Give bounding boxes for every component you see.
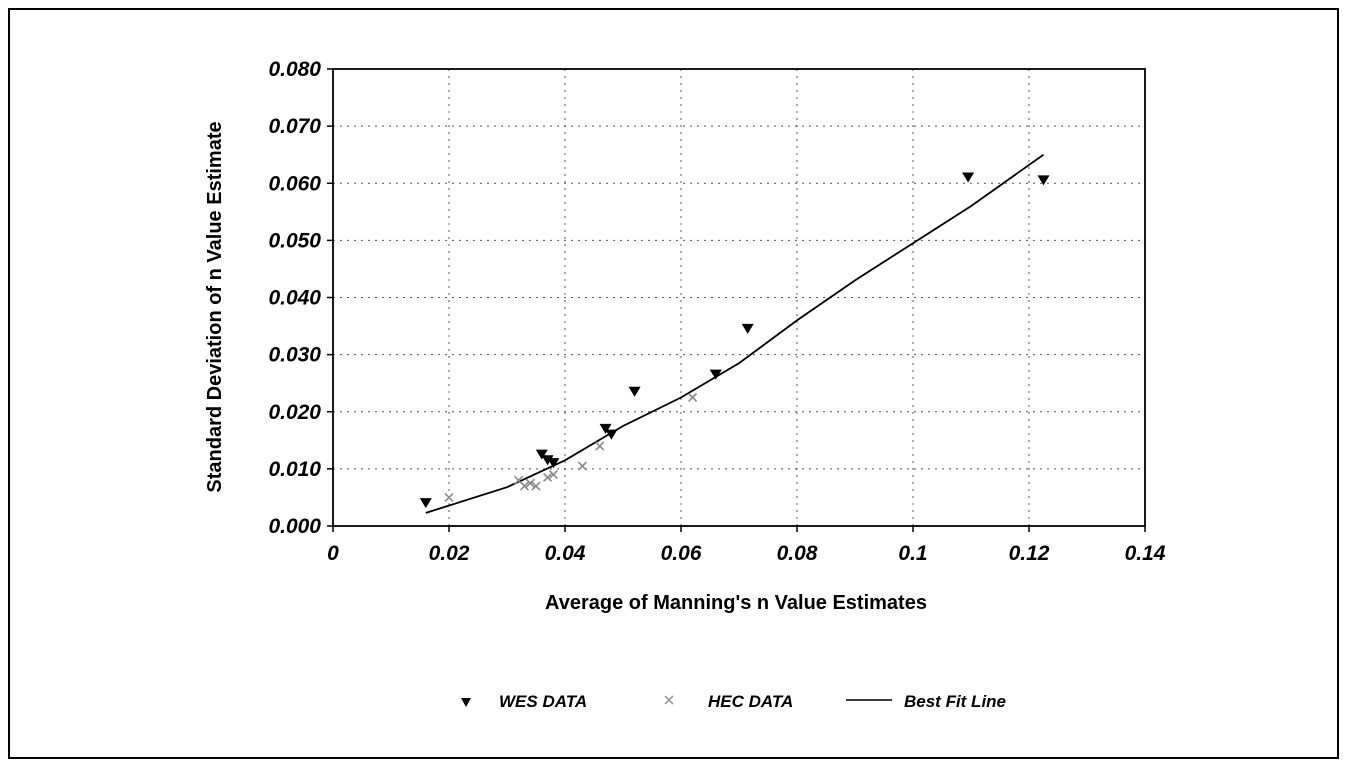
plot-area-border (332, 68, 1146, 527)
y-tick-label: 0.040 (268, 287, 321, 310)
grid (333, 69, 1145, 526)
legend-wes-label: WES DATA (499, 692, 587, 711)
wes-data-series (419, 172, 1050, 509)
legend-fit-label: Best Fit Line (904, 692, 1006, 711)
best-fit-line (425, 153, 1045, 514)
hec-data-point (595, 441, 605, 451)
x-tick-label: 0.04 (545, 542, 586, 565)
x-tick-label: 0.08 (777, 542, 818, 565)
y-axis-title: Standard Deviation of n Value Estimate (204, 121, 226, 492)
wes-data-point (547, 458, 560, 469)
wes-data-point (962, 172, 975, 183)
axes (327, 68, 1146, 532)
wes-data-point (709, 369, 722, 380)
x-tick-label: 0.02 (429, 542, 470, 565)
hec-data-point (577, 461, 587, 471)
y-tick-label: 0.070 (268, 115, 321, 138)
best-fit-line-group (425, 153, 1045, 514)
hec-data-point (519, 481, 529, 491)
wes-data-point (741, 323, 754, 334)
figure-frame (8, 8, 1339, 759)
y-tick-label: 0.030 (268, 344, 321, 367)
hec-data-point (688, 392, 698, 403)
hec-data-point (525, 478, 535, 488)
wes-data-point (599, 423, 612, 434)
x-tick-label: 0 (327, 542, 339, 565)
y-tick-labels: 0.000 0.010 0.020 0.030 0.040 0.050 0.060 0.070… (268, 58, 321, 538)
legend: WES DATA HEC DATA Best Fit Line (461, 692, 1006, 711)
hec-data-point (548, 470, 558, 480)
y-tick-label: 0.020 (268, 401, 321, 424)
x-tick-label: 0.1 (898, 542, 927, 565)
x-axis-title: Average of Manning's n Value Estimates (545, 592, 927, 614)
x-tick-label: 0.12 (1009, 542, 1050, 565)
hec-data-point (444, 492, 454, 503)
wes-data-point (1037, 175, 1050, 186)
hec-data-series (444, 392, 698, 503)
legend-wes-marker (461, 698, 471, 707)
wes-data-point (419, 498, 432, 509)
wes-data-point (605, 429, 618, 440)
legend-hec-marker (664, 695, 674, 705)
x-tick-label: 0.14 (1125, 542, 1166, 565)
x-tick-label: 0.06 (661, 542, 702, 565)
wes-data-point (541, 455, 554, 466)
y-tick-label: 0.000 (268, 515, 321, 538)
y-tick-label: 0.060 (268, 172, 321, 195)
wes-data-point (628, 386, 641, 397)
hec-data-point (531, 481, 541, 491)
y-tick-label: 0.080 (268, 58, 321, 81)
wes-data-point (535, 449, 548, 460)
hec-data-point (543, 472, 553, 483)
x-tick-labels: 0 0.02 0.04 0.06 0.08 0.1 0.12 0.14 (327, 542, 1166, 565)
y-tick-label: 0.050 (268, 229, 321, 252)
y-tick-label: 0.010 (268, 458, 321, 481)
legend-hec-label: HEC DATA (708, 692, 793, 711)
